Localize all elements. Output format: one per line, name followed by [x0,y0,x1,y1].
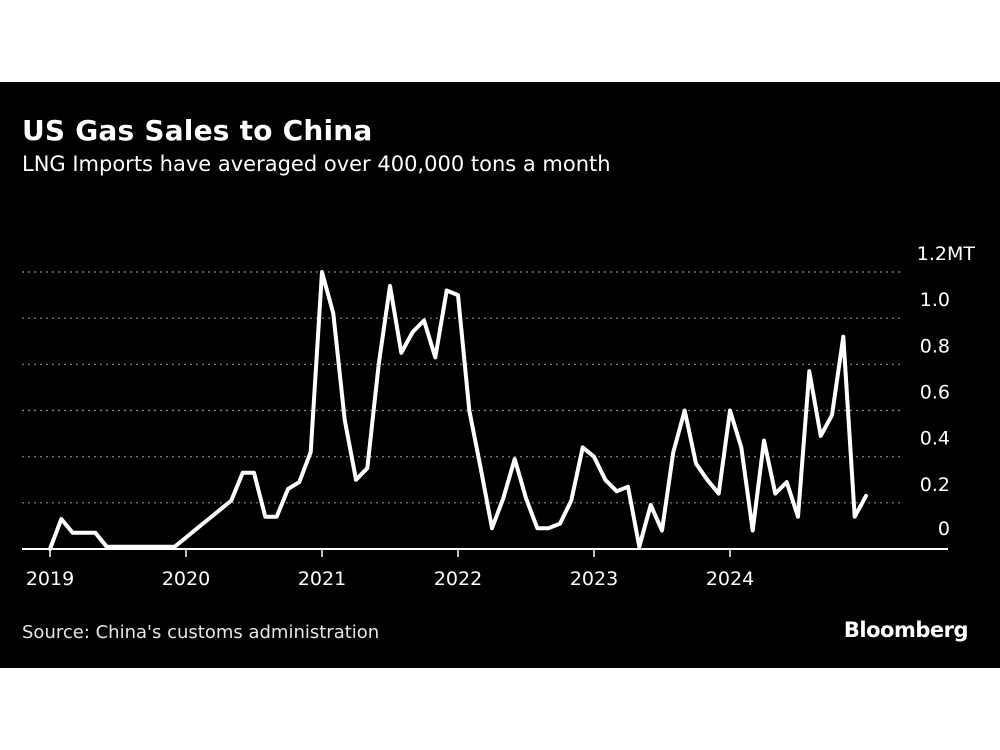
x-tick-label: 2023 [570,568,618,590]
line-chart: 00.20.40.60.81.01.2MT 2019 2020 2021 2022 20… [22,243,976,590]
x-tick-label: 2021 [298,568,346,590]
x-tick-label: 2020 [162,568,210,590]
chart-panel: US Gas Sales to China LNG Imports have a… [0,82,1000,668]
x-tick-label: 2019 [26,568,74,590]
chart-title: US Gas Sales to China [22,114,373,147]
y-tick-label: 0.6 [920,382,950,404]
y-tick-label: 0 [938,518,950,540]
y-tick-label: 1.0 [920,289,950,311]
chart-subtitle: LNG Imports have averaged over 400,000 t… [22,152,611,176]
bloomberg-logo: Bloomberg [843,618,969,642]
y-tick-label: 1.2MT [917,243,976,265]
x-tick-label: 2024 [706,568,754,590]
y-tick-label: 0.4 [920,428,950,450]
x-axis-ticks: 2019 2020 2021 2022 2023 2024 [22,548,948,590]
y-tick-label: 0.2 [920,474,950,496]
y-tick-label: 0.8 [920,335,950,357]
source-note: Source: China's customs administration [22,622,380,643]
series-layer [48,270,868,551]
x-tick-label: 2022 [434,568,482,590]
y-axis-ticks: 0 0.2 0.4 0.6 0.8 1.0 1.2MT [917,243,976,540]
